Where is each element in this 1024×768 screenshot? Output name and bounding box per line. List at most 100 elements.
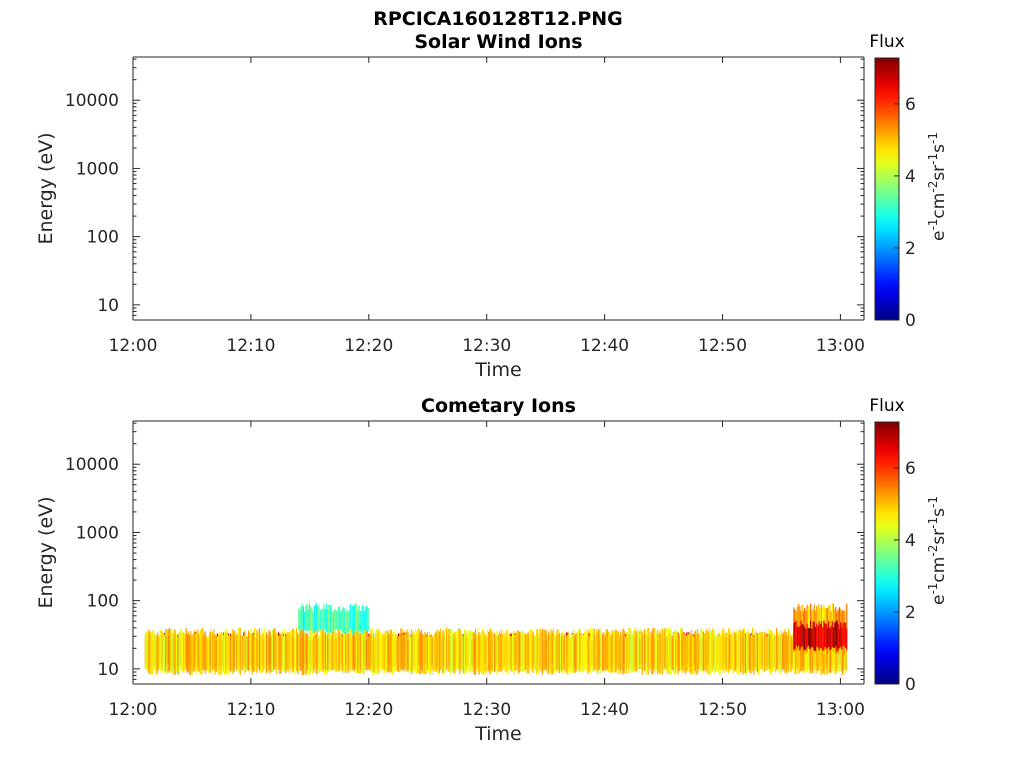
flux-cell xyxy=(368,635,370,670)
flux-cell xyxy=(246,636,248,671)
flux-cell xyxy=(753,636,755,675)
flux-cell xyxy=(268,630,270,671)
flux-cell xyxy=(467,629,469,670)
flux-cell xyxy=(326,608,329,633)
flux-cell xyxy=(324,609,326,630)
flux-cell xyxy=(422,634,424,674)
flux-cell xyxy=(779,634,781,674)
flux-cell xyxy=(761,631,763,670)
flux-cell xyxy=(716,636,718,671)
flux-cell xyxy=(184,635,186,672)
flux-cell xyxy=(663,629,665,670)
flux-cell xyxy=(803,632,805,674)
flux-cell xyxy=(806,623,808,648)
flux-cell xyxy=(270,636,272,673)
flux-cell xyxy=(425,636,427,675)
flux-cell xyxy=(444,635,446,671)
flux-cell xyxy=(557,629,559,671)
flux-cell xyxy=(622,628,624,675)
flux-cell xyxy=(382,633,384,670)
flux-cell xyxy=(384,630,386,671)
flux-cell xyxy=(531,628,533,672)
flux-cell xyxy=(301,603,303,630)
flux-cell xyxy=(807,605,809,651)
flux-cell xyxy=(316,603,318,631)
flux-cell xyxy=(616,630,618,671)
flux-cell xyxy=(724,632,726,671)
flux-cell xyxy=(336,630,338,672)
flux-cell xyxy=(298,631,300,671)
flux-cell xyxy=(524,633,526,671)
flux-cell xyxy=(293,629,295,674)
flux-cell xyxy=(569,636,571,673)
flux-cell xyxy=(380,632,382,670)
flux-cell xyxy=(498,630,500,672)
flux-cell xyxy=(662,628,664,675)
x-tick-label: 13:00 xyxy=(816,700,865,720)
flux-cell xyxy=(801,632,803,672)
y-tick-label: 100 xyxy=(87,592,119,612)
flux-cell xyxy=(358,632,360,674)
flux-cell xyxy=(434,633,436,672)
flux-cell xyxy=(526,633,528,674)
flux-cell xyxy=(176,634,178,672)
flux-cell xyxy=(593,628,595,671)
flux-cell xyxy=(248,630,250,671)
flux-cell xyxy=(314,604,317,633)
flux-cell xyxy=(830,626,832,650)
flux-cell xyxy=(154,635,156,671)
flux-cell xyxy=(418,628,420,674)
flux-cell xyxy=(735,632,737,671)
flux-cell xyxy=(490,628,492,674)
flux-cell xyxy=(618,635,620,670)
flux-cell xyxy=(335,633,337,673)
flux-cell xyxy=(269,631,271,673)
flux-cell xyxy=(359,610,361,633)
flux-cell xyxy=(737,630,739,675)
flux-cell xyxy=(266,632,268,673)
flux-cell xyxy=(195,633,197,674)
flux-cell xyxy=(450,628,452,672)
flux-cell xyxy=(520,631,522,671)
flux-cell xyxy=(443,628,445,675)
flux-cell xyxy=(311,607,313,631)
flux-cell xyxy=(516,629,518,670)
flux-cell xyxy=(534,635,536,671)
flux-cell xyxy=(687,633,689,671)
flux-cell xyxy=(636,628,638,674)
flux-cell xyxy=(465,630,467,674)
flux-cell xyxy=(650,632,652,670)
flux-cell xyxy=(322,627,324,672)
flux-cell xyxy=(783,631,785,671)
flux-cell xyxy=(594,636,596,670)
flux-cell xyxy=(755,633,757,672)
flux-cell xyxy=(665,628,667,672)
flux-cell xyxy=(327,634,329,671)
flux-cell xyxy=(560,635,562,671)
flux-cell xyxy=(760,632,762,670)
flux-cell xyxy=(585,628,587,671)
flux-cell xyxy=(521,631,523,672)
flux-cell xyxy=(812,621,814,649)
flux-cell xyxy=(317,635,319,672)
flux-cell xyxy=(609,631,611,674)
flux-cell xyxy=(628,627,630,674)
flux-cell xyxy=(360,611,362,632)
flux-cell xyxy=(393,633,395,671)
flux-cell xyxy=(319,610,321,630)
flux-cell xyxy=(786,636,788,671)
flux-cell xyxy=(440,628,442,670)
flux-cell xyxy=(701,628,703,673)
flux-cell xyxy=(846,603,848,652)
flux-cell xyxy=(410,636,412,672)
flux-cell xyxy=(224,632,226,675)
flux-cell xyxy=(347,635,349,673)
flux-cell xyxy=(835,621,837,647)
flux-cell xyxy=(719,634,721,675)
flux-cell xyxy=(263,628,265,670)
flux-cell xyxy=(725,632,727,672)
flux-cell xyxy=(615,629,617,673)
flux-cell xyxy=(762,636,764,673)
flux-cell xyxy=(840,622,842,647)
flux-cell xyxy=(282,636,284,672)
